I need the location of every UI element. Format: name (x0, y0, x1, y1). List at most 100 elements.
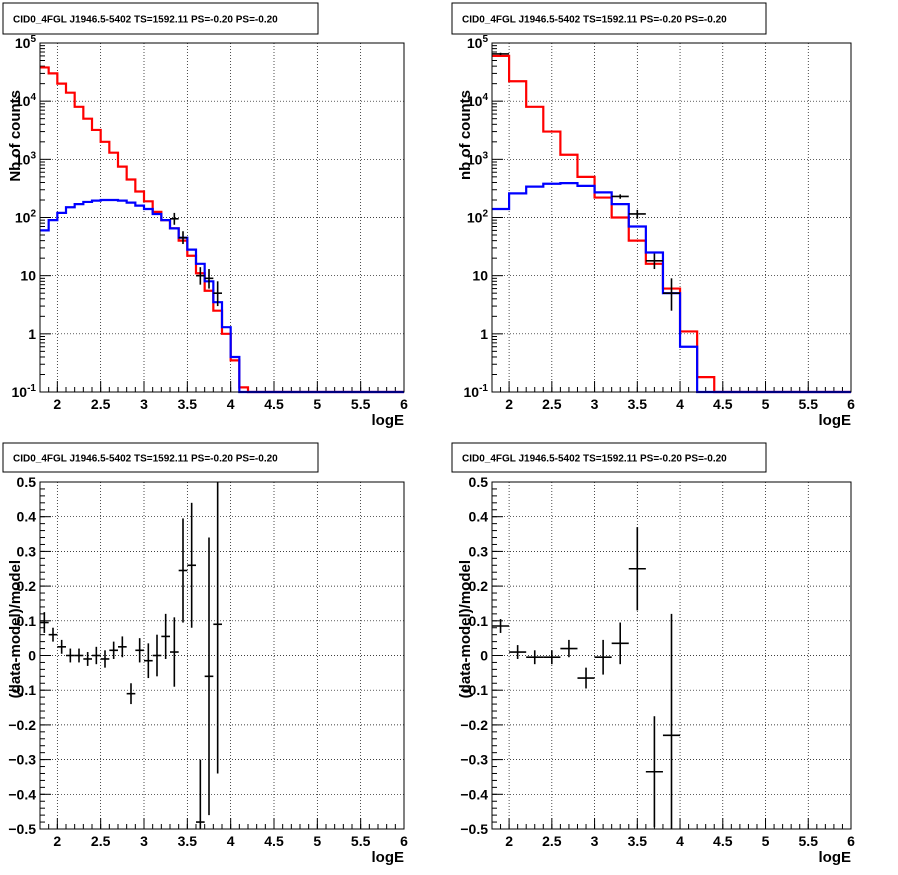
y-tick-label: 0.2 (469, 578, 489, 594)
x-tick-label: 4 (676, 833, 684, 849)
y-tick-label: 0.5 (469, 474, 489, 490)
x-tick-label: 3.5 (628, 833, 648, 849)
x-tick-label: 4 (227, 396, 235, 412)
y-tick-label: 1 (480, 326, 488, 342)
y-tick-label: −0.5 (460, 821, 488, 837)
y-tick-label: 10-1 (464, 383, 489, 400)
x-tick-label: 6 (847, 396, 855, 412)
y-tick-label: 0.5 (17, 474, 37, 490)
x-tick-label: 5.5 (799, 833, 819, 849)
x-axis-label: logE (372, 412, 405, 429)
y-axis-label: (data-model)/model (7, 560, 24, 698)
x-tick-label: 5.5 (351, 833, 371, 849)
x-tick-label: 5 (313, 396, 321, 412)
x-tick-label: 3 (140, 396, 148, 412)
chart-panel-4: CID0_4FGL J1946.5-5402 TS=1592.11 PS=-0.… (451, 442, 855, 866)
chart-panel-2: CID0_4FGL J1946.5-5402 TS=1592.11 PS=-0.… (451, 2, 855, 429)
y-tick-label: 102 (467, 209, 489, 226)
plot-frame (491, 42, 852, 393)
series-1-step-line (492, 54, 851, 394)
series-2-step-line (40, 198, 404, 394)
x-tick-label: 6 (400, 833, 408, 849)
x-tick-label: 6 (847, 833, 855, 849)
y-tick-label: 0.3 (469, 543, 489, 559)
x-tick-label: 2.5 (91, 396, 111, 412)
chart-title: CID0_4FGL J1946.5-5402 TS=1592.11 PS=-0.… (462, 15, 727, 26)
y-tick-label: 0.3 (17, 543, 37, 559)
x-tick-label: 5 (762, 833, 770, 849)
series-1-step-line (40, 66, 404, 394)
y-tick-label: 0.1 (469, 613, 489, 629)
y-tick-label: −0.1 (8, 682, 36, 698)
chart-panel-3: CID0_4FGL J1946.5-5402 TS=1592.11 PS=-0.… (2, 442, 408, 866)
x-tick-label: 5 (313, 833, 321, 849)
x-tick-label: 3.5 (178, 833, 198, 849)
y-tick-label: 103 (15, 150, 37, 167)
y-tick-label: −0.4 (460, 786, 488, 802)
y-tick-label: 103 (467, 150, 489, 167)
plot-frame (39, 481, 405, 830)
y-axis-label: nb of counts (457, 90, 474, 180)
x-tick-label: 4.5 (713, 833, 733, 849)
x-tick-label: 3 (591, 833, 599, 849)
chart-title-box (451, 442, 767, 473)
y-tick-label: −0.2 (460, 717, 488, 733)
x-tick-label: 2 (53, 833, 61, 849)
x-tick-label: 2.5 (91, 833, 111, 849)
y-tick-label: 104 (15, 92, 37, 109)
y-tick-label: 0.2 (17, 578, 37, 594)
x-tick-label: 2 (505, 833, 513, 849)
chart-title-box (451, 2, 767, 35)
x-tick-label: 3 (140, 833, 148, 849)
x-tick-label: 4 (676, 396, 684, 412)
chart-title: CID0_4FGL J1946.5-5402 TS=1592.11 PS=-0.… (13, 454, 278, 465)
plot-frame (491, 481, 852, 830)
x-axis-label: logE (819, 412, 852, 429)
y-tick-label: −0.4 (8, 786, 36, 802)
x-tick-label: 2.5 (542, 833, 562, 849)
x-tick-label: 3 (591, 396, 599, 412)
y-tick-label: 10 (20, 268, 36, 284)
y-axis-label: Nb of counts (7, 90, 24, 182)
x-tick-label: 5.5 (351, 396, 371, 412)
x-tick-label: 5 (762, 396, 770, 412)
y-tick-label: −0.2 (8, 717, 36, 733)
y-tick-label: 0 (28, 648, 36, 664)
x-tick-label: 2 (53, 396, 61, 412)
y-tick-label: 104 (467, 92, 489, 109)
x-tick-label: 2.5 (542, 396, 562, 412)
y-tick-label: 10-1 (12, 383, 37, 400)
plot-frame (39, 42, 405, 393)
y-tick-label: 102 (15, 209, 37, 226)
x-tick-label: 4.5 (264, 396, 284, 412)
chart-title: CID0_4FGL J1946.5-5402 TS=1592.11 PS=-0.… (13, 15, 278, 26)
x-tick-label: 3.5 (178, 396, 198, 412)
y-tick-label: 0.4 (17, 509, 37, 525)
y-tick-label: −0.1 (460, 682, 488, 698)
x-tick-label: 2 (505, 396, 513, 412)
y-tick-label: 105 (15, 34, 37, 51)
y-axis-label: (data-model)/model (457, 560, 474, 698)
chart-panel-1: CID0_4FGL J1946.5-5402 TS=1592.11 PS=-0.… (2, 2, 408, 429)
y-tick-label: 1 (28, 326, 36, 342)
y-tick-label: −0.3 (8, 752, 36, 768)
x-tick-label: 4 (227, 833, 235, 849)
y-tick-label: 0.4 (469, 509, 489, 525)
x-axis-label: logE (819, 849, 852, 866)
y-tick-label: −0.5 (8, 821, 36, 837)
x-tick-label: 5.5 (799, 396, 819, 412)
y-tick-label: 10 (472, 268, 488, 284)
x-tick-label: 3.5 (628, 396, 648, 412)
chart-title-box (2, 2, 319, 35)
x-tick-label: 6 (400, 396, 408, 412)
x-tick-label: 4.5 (713, 396, 733, 412)
x-axis-label: logE (372, 849, 405, 866)
chart-title: CID0_4FGL J1946.5-5402 TS=1592.11 PS=-0.… (462, 454, 727, 465)
y-tick-label: 0 (480, 648, 488, 664)
chart-title-box (2, 442, 319, 473)
y-tick-label: −0.3 (460, 752, 488, 768)
y-tick-label: 105 (467, 34, 489, 51)
x-tick-label: 4.5 (264, 833, 284, 849)
y-tick-label: 0.1 (17, 613, 37, 629)
